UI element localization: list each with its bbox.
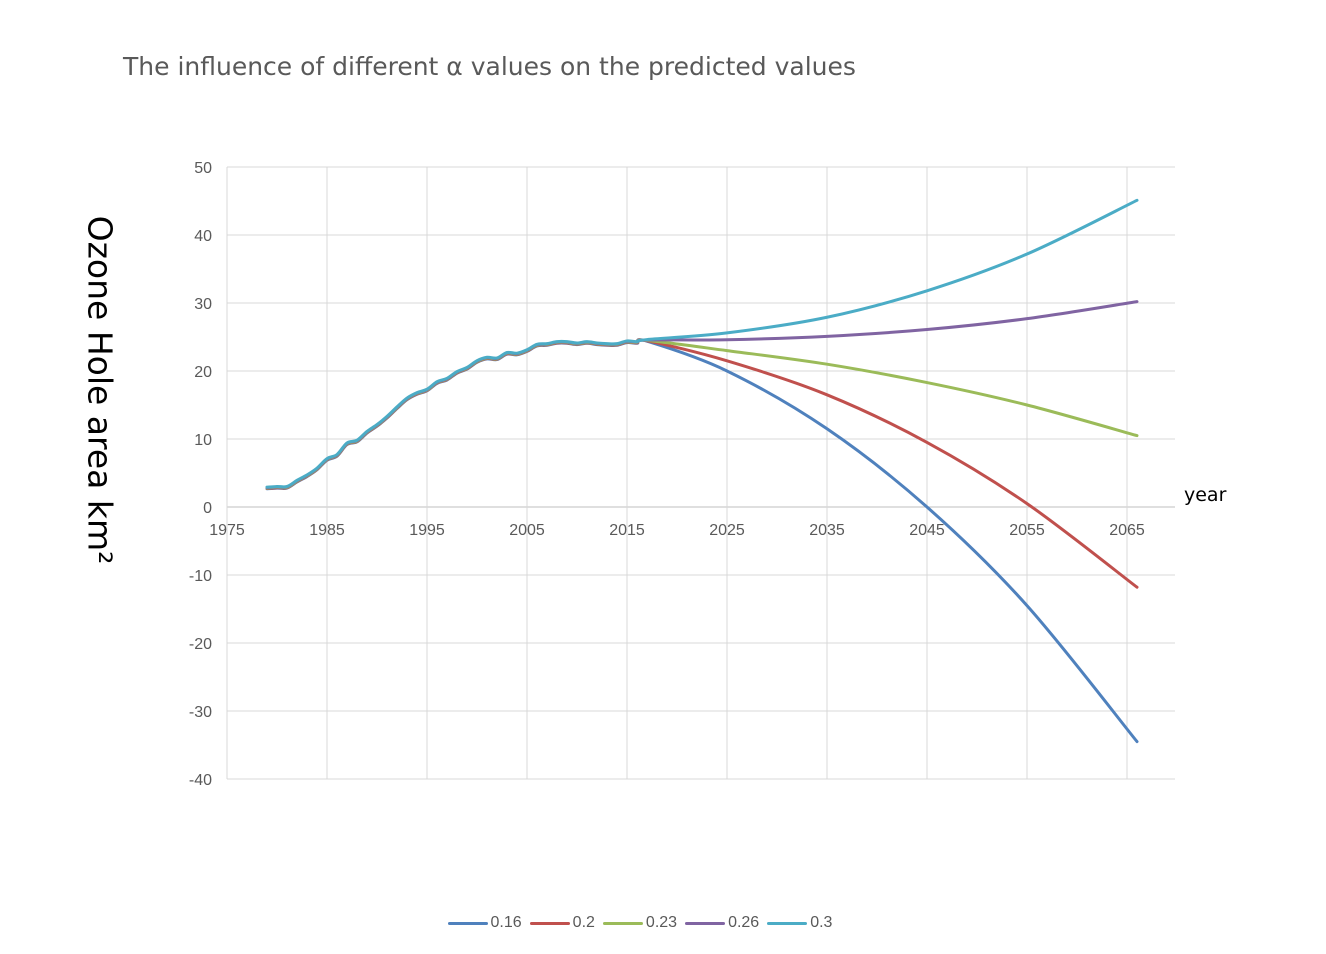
y-tick-label: 10 [194, 432, 212, 449]
x-tick-label: 1985 [309, 522, 345, 539]
x-tick-label: 2055 [1009, 522, 1045, 539]
legend-swatch [602, 921, 643, 925]
legend-item: 0.2 [529, 914, 595, 932]
x-axis-label: year [1184, 484, 1227, 506]
x-tick-label: 2065 [1109, 522, 1145, 539]
legend-item: 0.26 [685, 914, 759, 932]
x-tick-label: 2035 [809, 522, 845, 539]
y-tick-label: 30 [194, 296, 212, 313]
legend-label: 0.23 [645, 914, 678, 931]
grid [226, 166, 1175, 780]
chart-title: The influence of different α values on t… [123, 52, 856, 81]
legend-swatch [685, 921, 726, 925]
y-tick-label: 50 [194, 160, 212, 177]
x-tick-label: 2005 [509, 522, 545, 539]
legend-item: 0.16 [447, 914, 522, 932]
legend-swatch [529, 921, 570, 925]
x-tick-label: 1975 [209, 522, 245, 539]
legend-label: 0.16 [490, 914, 522, 931]
series-line-0.2 [265, 338, 1139, 589]
legend-item: 0.23 [602, 914, 678, 932]
series-lines [265, 198, 1139, 744]
tick-labels: -40 -30 -20 -10 0 10 20 30 40 50 1975 1985 1995 2005 2… [189, 160, 1145, 789]
series-line-0.3 [265, 198, 1139, 489]
series-line-0.23 [265, 338, 1139, 490]
legend: 0.16 0.2 0.23 0.26 0.3 [0, 914, 1280, 932]
legend-swatch [447, 921, 488, 925]
y-tick-label: 0 [203, 500, 212, 517]
y-tick-label: -40 [189, 772, 212, 789]
series-line-0.26 [265, 300, 1139, 490]
y-tick-label: -10 [189, 568, 212, 585]
y-tick-label: 40 [194, 228, 212, 245]
x-tick-label: 2025 [709, 522, 745, 539]
legend-label: 0.26 [728, 914, 760, 931]
x-tick-label: 2045 [909, 522, 945, 539]
legend-swatch [767, 921, 808, 925]
x-tick-label: 1995 [409, 522, 445, 539]
legend-label: 0.2 [572, 914, 595, 931]
legend-label: 0.3 [810, 914, 833, 931]
y-tick-label: -20 [189, 636, 212, 653]
y-tick-label: -30 [189, 704, 212, 721]
y-tick-label: 20 [194, 364, 212, 381]
x-tick-label: 2015 [609, 522, 645, 539]
legend-item: 0.3 [767, 914, 832, 932]
